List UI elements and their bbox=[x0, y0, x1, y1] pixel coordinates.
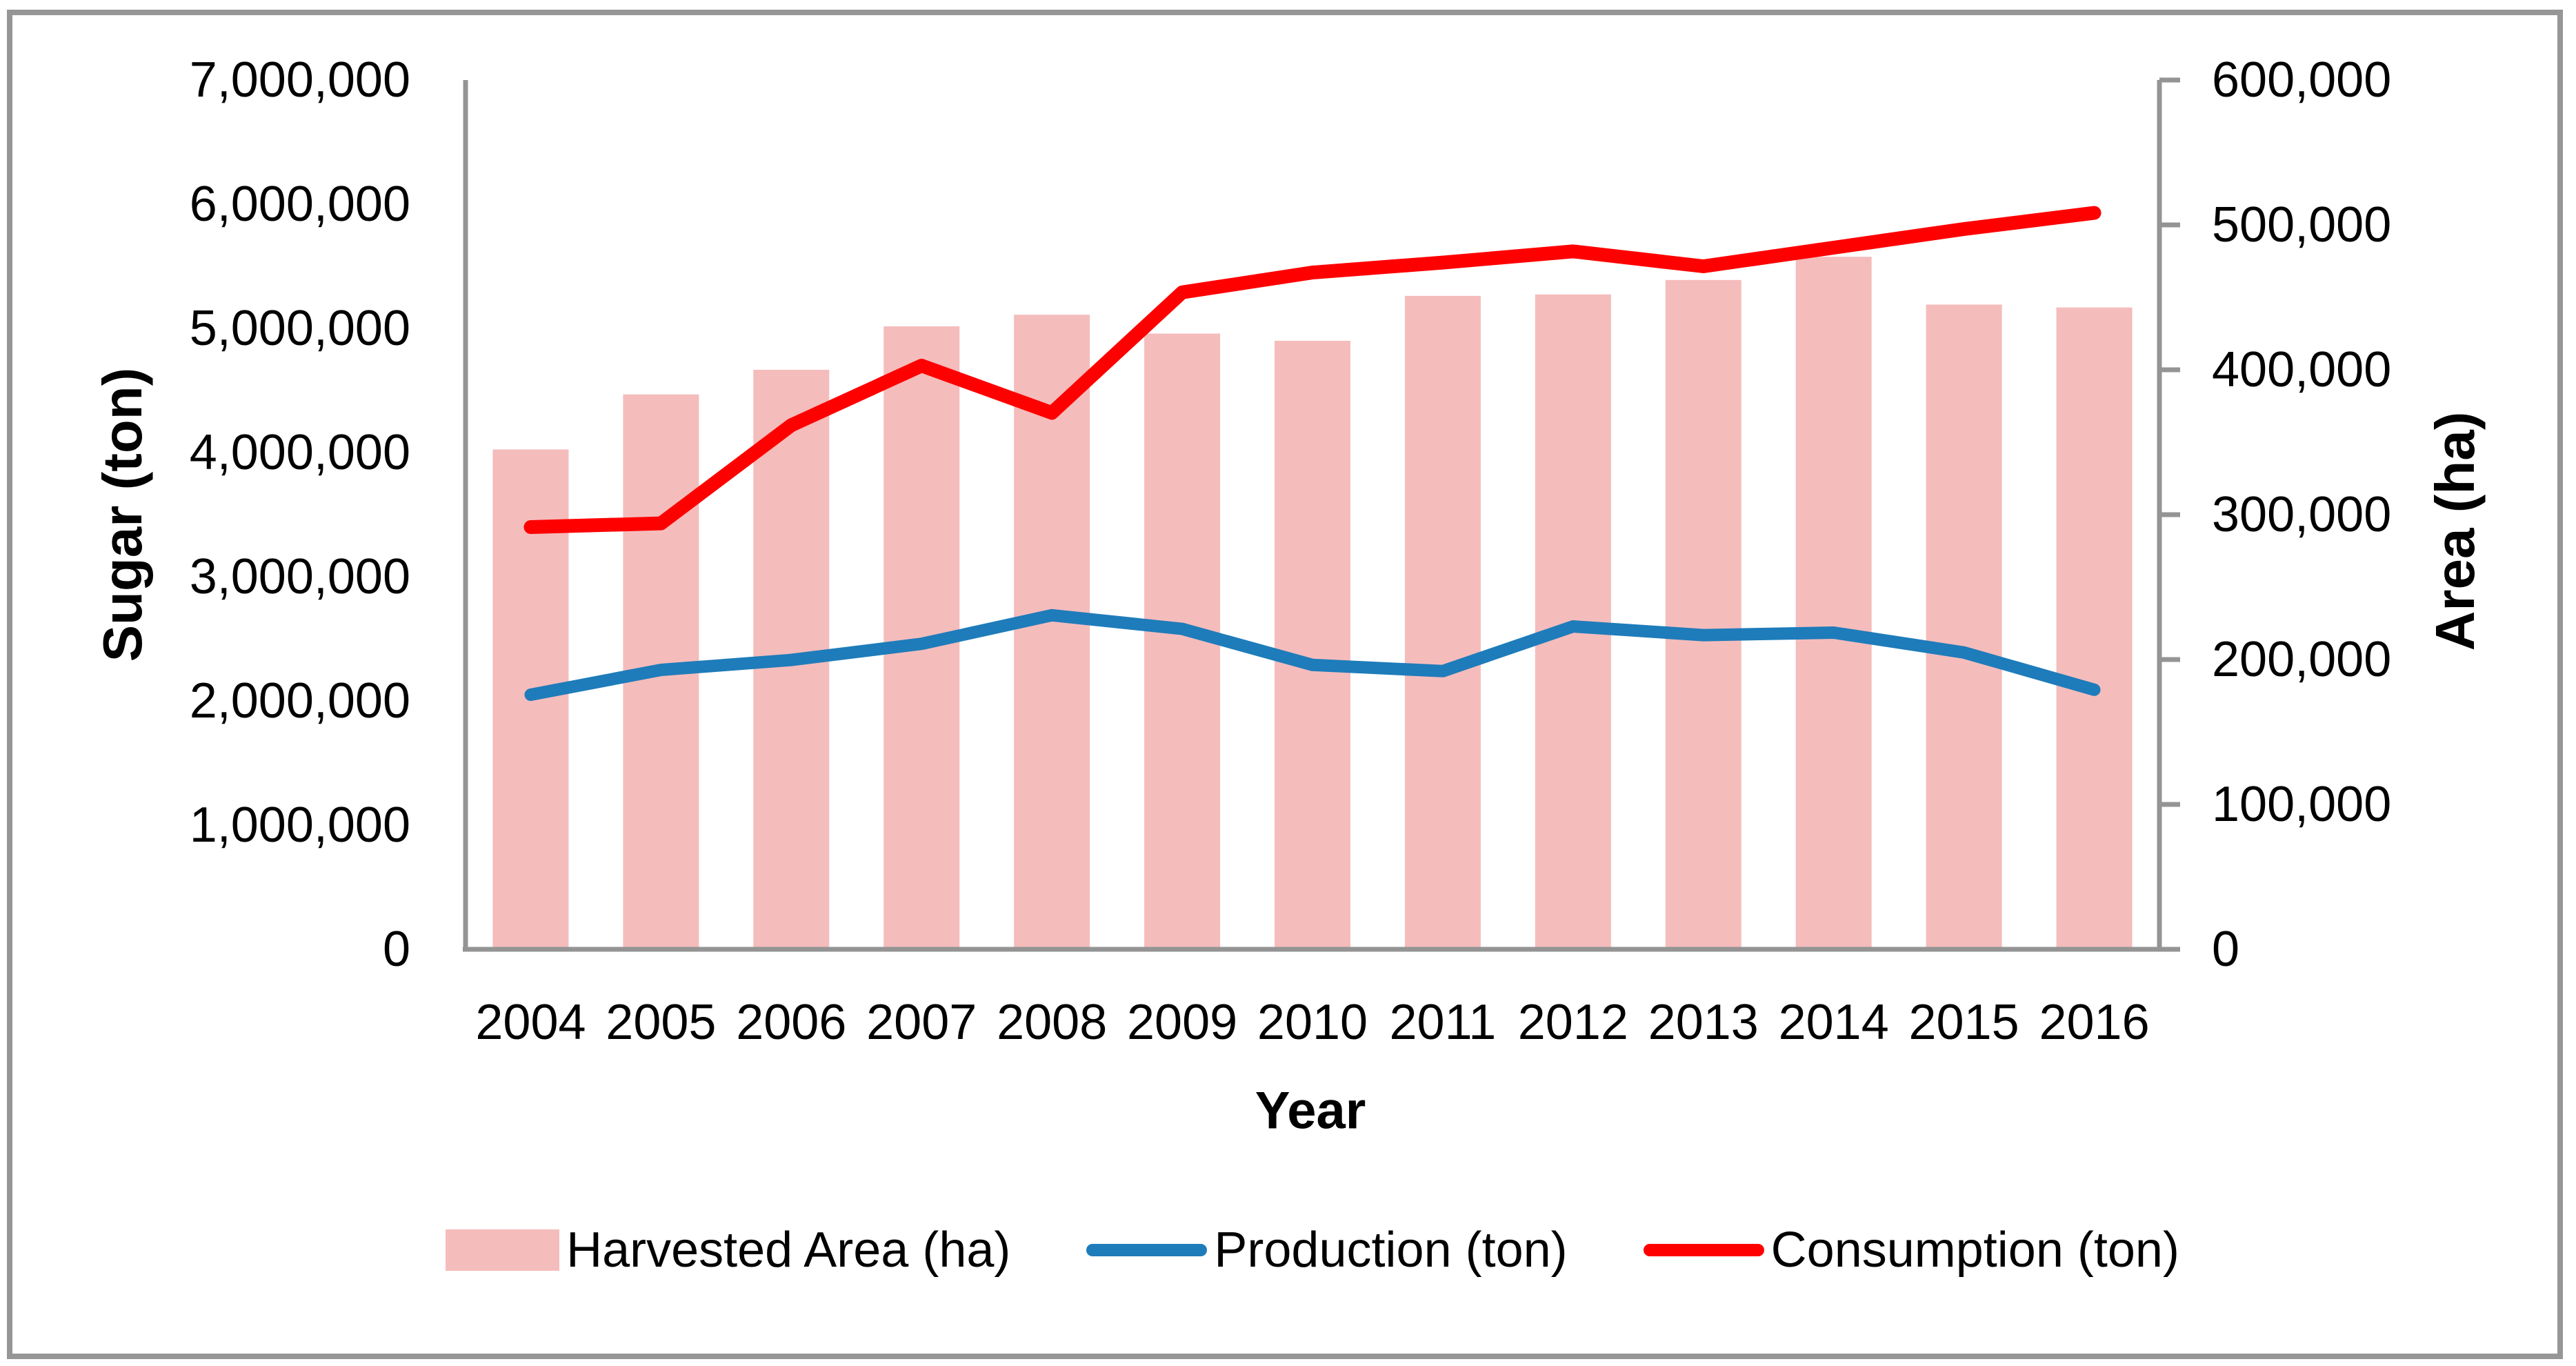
legend-item-consumption: Consumption (ton) bbox=[1643, 1222, 2179, 1278]
x-tick-label-2014: 2014 bbox=[1779, 995, 1889, 1050]
left-axis-tick-label: 3,000,000 bbox=[190, 549, 410, 604]
legend: Harvested Area (ha) Production (ton) Con… bbox=[446, 1216, 2179, 1285]
x-tick-label-2011: 2011 bbox=[1390, 995, 1497, 1050]
left-axis-tick-label: 7,000,000 bbox=[190, 52, 410, 108]
x-tick-label-2004: 2004 bbox=[475, 995, 586, 1050]
bar-2014 bbox=[1795, 257, 1872, 949]
right-axis-tick-label: 300,000 bbox=[2212, 487, 2391, 542]
legend-label-production: Production (ton) bbox=[1214, 1223, 1568, 1278]
right-axis-title: Area (ha) bbox=[2424, 411, 2486, 651]
right-axis-tick-label: 600,000 bbox=[2212, 52, 2391, 108]
left-axis-tick-label: 1,000,000 bbox=[190, 798, 410, 853]
x-tick-label-2008: 2008 bbox=[997, 995, 1107, 1050]
consumption-line bbox=[523, 206, 2101, 534]
right-axis-tick-label: 200,000 bbox=[2212, 632, 2391, 687]
x-tick-label-2013: 2013 bbox=[1648, 995, 1759, 1050]
left-axis-tick-label: 0 bbox=[383, 922, 410, 977]
legend-item-harvested-area: Harvested Area (ha) bbox=[446, 1222, 1010, 1278]
harvested-area-swatch-icon bbox=[446, 1229, 560, 1271]
legend-item-production: Production (ton) bbox=[1086, 1222, 1568, 1278]
bar-2008 bbox=[1014, 315, 1090, 949]
x-tick-label-2006: 2006 bbox=[736, 995, 846, 1050]
x-tick-label-2005: 2005 bbox=[606, 995, 716, 1050]
production-line-swatch-icon bbox=[1086, 1244, 1208, 1256]
bar-2010 bbox=[1275, 341, 1350, 949]
legend-label-harvested-area: Harvested Area (ha) bbox=[566, 1223, 1011, 1278]
left-axis-tick-label: 4,000,000 bbox=[190, 425, 410, 480]
x-tick-label-2016: 2016 bbox=[2039, 995, 2149, 1050]
right-axis-tick-label: 100,000 bbox=[2212, 777, 2391, 832]
bar-2016 bbox=[2056, 307, 2133, 949]
x-axis-title: Year bbox=[1255, 1081, 1366, 1140]
left-axis-tick-label: 6,000,000 bbox=[190, 177, 410, 232]
left-axis-title: Sugar (ton) bbox=[92, 367, 153, 662]
x-tick-label-2015: 2015 bbox=[1909, 995, 2019, 1050]
left-axis-tick-label: 5,000,000 bbox=[190, 301, 410, 356]
bar-2015 bbox=[1926, 304, 2002, 949]
consumption-line-swatch-icon bbox=[1643, 1244, 1764, 1256]
x-tick-label-2007: 2007 bbox=[866, 995, 977, 1050]
x-tick-label-2012: 2012 bbox=[1518, 995, 1628, 1050]
legend-label-consumption: Consumption (ton) bbox=[1770, 1223, 2179, 1278]
right-axis-tick-label: 400,000 bbox=[2212, 342, 2391, 397]
bar-2013 bbox=[1665, 279, 1741, 949]
left-axis-tick-label: 2,000,000 bbox=[190, 673, 410, 729]
production-line bbox=[524, 608, 2101, 701]
right-axis-tick-label: 0 bbox=[2212, 922, 2239, 977]
right-axis-tick-label: 500,000 bbox=[2212, 197, 2391, 253]
x-tick-label-2009: 2009 bbox=[1127, 995, 1237, 1050]
x-tick-label-2010: 2010 bbox=[1257, 995, 1368, 1050]
bar-2011 bbox=[1404, 295, 1481, 949]
